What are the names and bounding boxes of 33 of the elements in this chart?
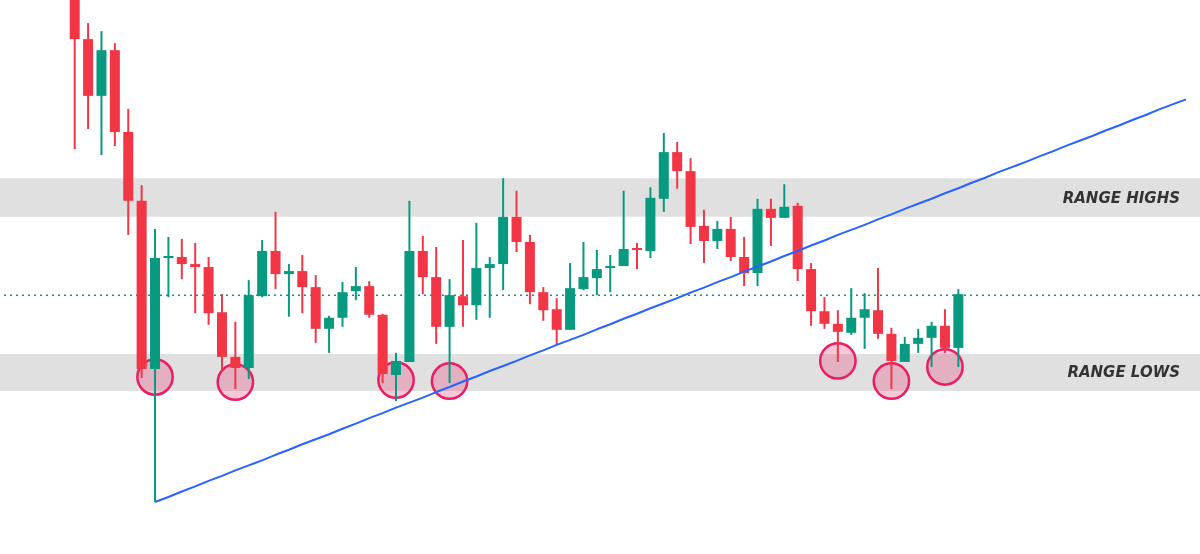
candlestick xyxy=(457,238,468,328)
point xyxy=(216,363,255,401)
candlestick xyxy=(698,208,709,265)
candlestick xyxy=(632,241,643,271)
candlestick xyxy=(913,327,924,354)
candlestick xyxy=(926,320,937,368)
candlestick xyxy=(605,254,616,294)
candlestick xyxy=(939,308,950,354)
candlestick xyxy=(551,297,562,346)
candlestick xyxy=(190,241,201,315)
candlestick xyxy=(538,286,549,322)
candlestick xyxy=(779,183,790,219)
candlestick xyxy=(899,335,910,363)
candlestick xyxy=(578,240,589,292)
candlestick xyxy=(873,267,884,340)
candlestick xyxy=(819,296,830,330)
candlestick xyxy=(324,314,335,354)
band-label: RANGE HIGHS xyxy=(1062,188,1180,207)
candlestick xyxy=(270,210,281,291)
candlestick xyxy=(712,219,723,250)
candlestick xyxy=(391,351,402,403)
point xyxy=(818,342,857,380)
candlestick xyxy=(846,287,857,336)
point xyxy=(872,362,911,400)
candlestick xyxy=(297,254,308,315)
band-label: RANGE LOWS xyxy=(1067,363,1180,382)
candlestick xyxy=(832,309,843,363)
point xyxy=(926,348,964,386)
candlestick xyxy=(765,197,776,247)
candlestick xyxy=(230,320,241,391)
candlestick xyxy=(618,189,629,268)
candlestick xyxy=(176,237,187,281)
candlestick xyxy=(672,141,683,190)
